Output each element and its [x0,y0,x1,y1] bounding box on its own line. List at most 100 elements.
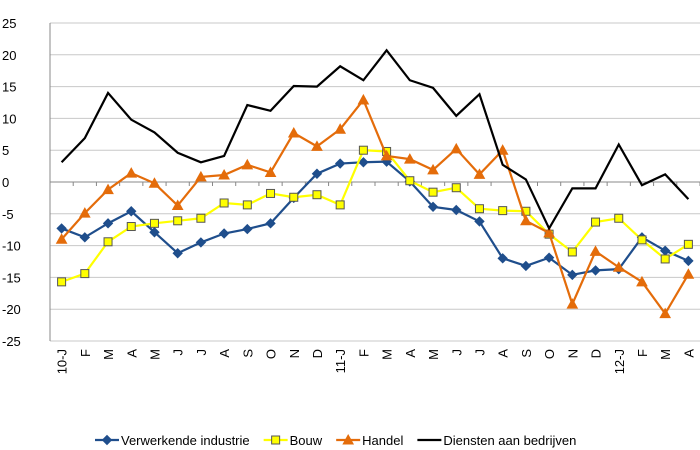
marker [659,245,671,256]
marker [428,187,438,197]
marker [451,204,462,216]
marker [473,168,486,179]
marker [78,207,91,218]
marker [590,265,601,276]
series-line [60,48,690,231]
legend-entry: Verwerkende industrie [95,433,250,448]
marker [427,201,439,213]
marker [173,216,183,226]
x-tick-label: J [194,349,209,356]
series [57,145,693,287]
marker [451,183,461,193]
series [55,93,695,319]
marker [195,237,207,248]
x-tick-label: F [635,349,650,357]
marker [266,188,276,198]
marker [271,435,281,445]
marker [358,145,368,155]
marker [79,232,91,243]
marker [196,213,206,223]
marker [80,269,90,279]
x-tick-label: D [589,349,604,358]
y-tick-label: -10 [2,239,21,254]
marker [380,149,393,161]
x-tick-label: 12-J [612,349,627,374]
marker [149,227,160,238]
marker [567,269,578,281]
marker [403,153,416,164]
x-tick-label: O [264,349,279,359]
x-tick-label: M [380,349,395,360]
marker [335,200,345,210]
marker [683,239,693,249]
series-line [61,160,689,277]
x-tick-label: F [78,349,93,357]
y-tick-label: 5 [2,143,9,158]
y-tick-label: 15 [2,80,16,95]
legend-entry: Bouw [263,433,323,448]
x-tick-label: M [426,349,441,360]
x-tick-label: M [147,349,162,360]
marker [566,298,579,309]
y-tick-label: -5 [2,207,14,222]
marker [589,245,602,256]
marker [358,157,369,168]
marker [148,177,161,188]
x-tick-label: F [356,349,371,357]
series-line [61,149,689,283]
marker [171,199,184,211]
marker [55,233,68,244]
marker [56,223,67,234]
marker [102,183,114,195]
marker [520,214,532,226]
marker [125,167,138,178]
marker [218,228,230,239]
y-tick-label: 25 [2,16,16,31]
marker [219,198,229,208]
y-tick-label: 20 [2,48,16,63]
marker [149,218,159,228]
y-tick-label: -15 [2,270,21,285]
marker [682,268,695,279]
marker [265,218,276,229]
x-tick-label: J [449,349,464,356]
marker [102,218,114,229]
legend-label: Verwerkende industrie [121,433,250,448]
marker [334,123,347,134]
marker [543,226,555,238]
marker [172,248,183,259]
marker [242,200,252,210]
marker [242,223,253,235]
x-tick-label: M [101,349,116,360]
marker [474,204,484,214]
marker [498,206,508,216]
y-tick-label: 10 [2,111,16,126]
x-tick-label: A [217,349,232,358]
x-tick-label: A [681,349,696,358]
marker [57,277,67,287]
marker [311,168,323,179]
marker [520,260,532,272]
y-tick-label: -25 [2,334,21,349]
x-tick-label: 10-J [55,349,70,374]
marker [126,222,136,232]
x-tick-label: 11-J [333,349,348,373]
legend-label: Handel [362,433,403,448]
y-tick-label: -20 [2,302,21,317]
legend-entry: Diensten aan bedrijven [417,433,576,448]
series-line [60,97,690,316]
marker [241,158,254,170]
marker [450,142,463,154]
legend-entry: Handel [336,433,403,448]
marker [660,254,670,264]
x-tick-label: N [565,349,580,358]
y-tick-label: 0 [2,175,9,190]
marker [659,307,672,319]
marker [334,158,346,169]
x-tick-label: N [287,349,302,358]
series [60,48,690,231]
marker [612,261,625,272]
marker [342,433,355,445]
marker [287,126,300,138]
